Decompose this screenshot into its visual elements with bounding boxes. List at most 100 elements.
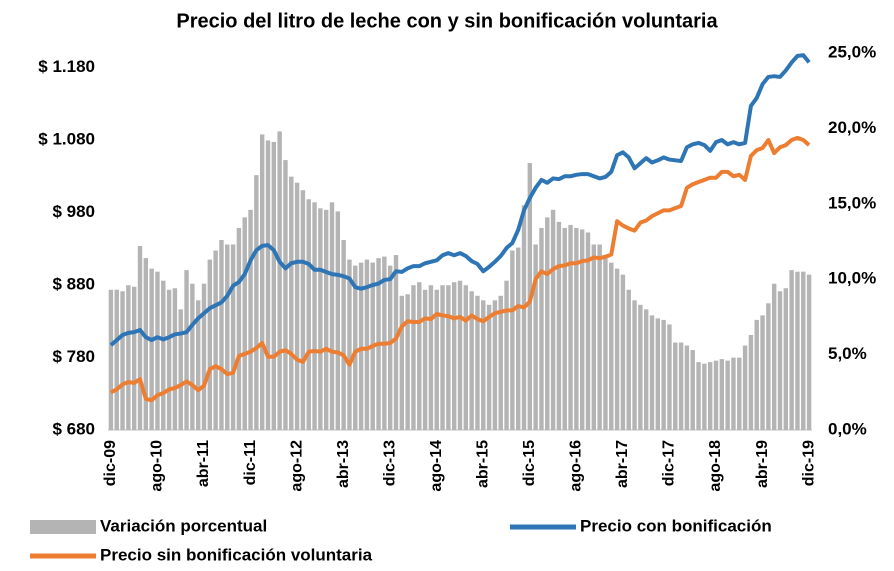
y-tick-label: $ 680 xyxy=(52,419,95,438)
bar xyxy=(161,280,166,430)
x-tick-label: dic-15 xyxy=(521,440,538,486)
bar xyxy=(190,283,195,430)
line xyxy=(110,135,811,403)
bar xyxy=(609,262,614,430)
bar xyxy=(486,304,492,430)
x-tick-label: abr-19 xyxy=(754,440,771,488)
bar xyxy=(451,282,457,430)
bar xyxy=(562,227,567,430)
bar xyxy=(766,303,771,430)
bar xyxy=(806,274,812,430)
bar xyxy=(620,274,626,430)
bar xyxy=(667,324,672,430)
bar xyxy=(539,227,544,430)
bar xyxy=(481,300,486,430)
bar xyxy=(661,319,666,430)
bar xyxy=(230,244,236,430)
bar xyxy=(364,259,370,430)
legend-label: Precio sin bonificación voluntaria xyxy=(100,545,373,564)
bar xyxy=(399,295,405,430)
bar xyxy=(771,283,777,430)
bar xyxy=(219,239,224,430)
x-tick-label: ago-18 xyxy=(707,440,724,492)
bar xyxy=(742,345,748,430)
bar xyxy=(777,291,783,430)
bar xyxy=(283,160,288,430)
bar xyxy=(603,258,608,430)
x-tick-label: abr-17 xyxy=(614,440,631,488)
bar xyxy=(783,288,789,430)
x-tick-label: abr-15 xyxy=(474,440,491,488)
bar xyxy=(492,300,498,430)
bar xyxy=(341,239,346,430)
bar xyxy=(225,244,230,430)
bar xyxy=(545,217,550,430)
bar xyxy=(294,182,300,430)
bar xyxy=(475,295,480,430)
bar xyxy=(277,131,282,430)
bar xyxy=(638,304,643,430)
y2-tick-label: 10,0% xyxy=(828,269,876,288)
bar xyxy=(195,300,201,430)
bar xyxy=(457,280,463,430)
bar xyxy=(201,283,207,430)
bar xyxy=(207,259,213,430)
y-tick-label: $ 980 xyxy=(52,202,95,221)
bar xyxy=(271,141,277,431)
bar xyxy=(719,359,725,430)
y-tick-label: $ 880 xyxy=(52,274,95,293)
bar xyxy=(259,134,265,430)
x-tick-label: ago-10 xyxy=(149,440,166,492)
bar xyxy=(510,250,515,430)
y2-tick-label: 0,0% xyxy=(828,419,867,438)
bar xyxy=(626,289,631,430)
legend-swatch xyxy=(30,520,96,534)
bar xyxy=(149,268,154,430)
bar xyxy=(550,209,556,430)
bar xyxy=(155,271,160,430)
bar xyxy=(358,262,364,430)
bar xyxy=(422,289,428,430)
bar xyxy=(242,217,247,430)
bar xyxy=(673,342,678,430)
chart-title: Precio del litro de leche con y sin boni… xyxy=(176,10,718,32)
bar xyxy=(265,140,271,431)
bar xyxy=(469,291,474,430)
bar xyxy=(649,315,655,430)
bar xyxy=(690,350,695,430)
bar xyxy=(213,250,218,430)
bar xyxy=(737,357,742,430)
y2-tick-label: 25,0% xyxy=(828,42,876,61)
bar xyxy=(387,265,393,430)
bar xyxy=(533,244,538,430)
bar xyxy=(707,362,713,430)
bar xyxy=(585,232,591,430)
bar xyxy=(754,319,759,430)
bar xyxy=(323,209,329,430)
y-tick-label: $ 1.180 xyxy=(38,57,95,76)
bar xyxy=(248,209,253,430)
bar xyxy=(166,289,172,430)
bar xyxy=(405,294,410,430)
x-tick-label: abr-11 xyxy=(195,440,212,487)
bar xyxy=(748,334,754,430)
bar xyxy=(236,227,242,430)
bar xyxy=(614,268,620,430)
x-tick-label: ago-14 xyxy=(428,440,445,492)
bar xyxy=(184,270,189,430)
bar xyxy=(318,208,323,430)
line xyxy=(109,53,811,347)
y2-tick-label: 15,0% xyxy=(828,193,876,212)
bar xyxy=(329,202,335,430)
bar xyxy=(172,288,178,430)
bar xyxy=(556,221,562,430)
bar xyxy=(114,289,119,430)
bar xyxy=(120,291,125,430)
bar xyxy=(178,309,183,430)
bar xyxy=(725,360,730,430)
bar xyxy=(731,357,736,430)
bar xyxy=(795,271,800,430)
bar xyxy=(306,199,311,430)
bar xyxy=(126,285,131,430)
